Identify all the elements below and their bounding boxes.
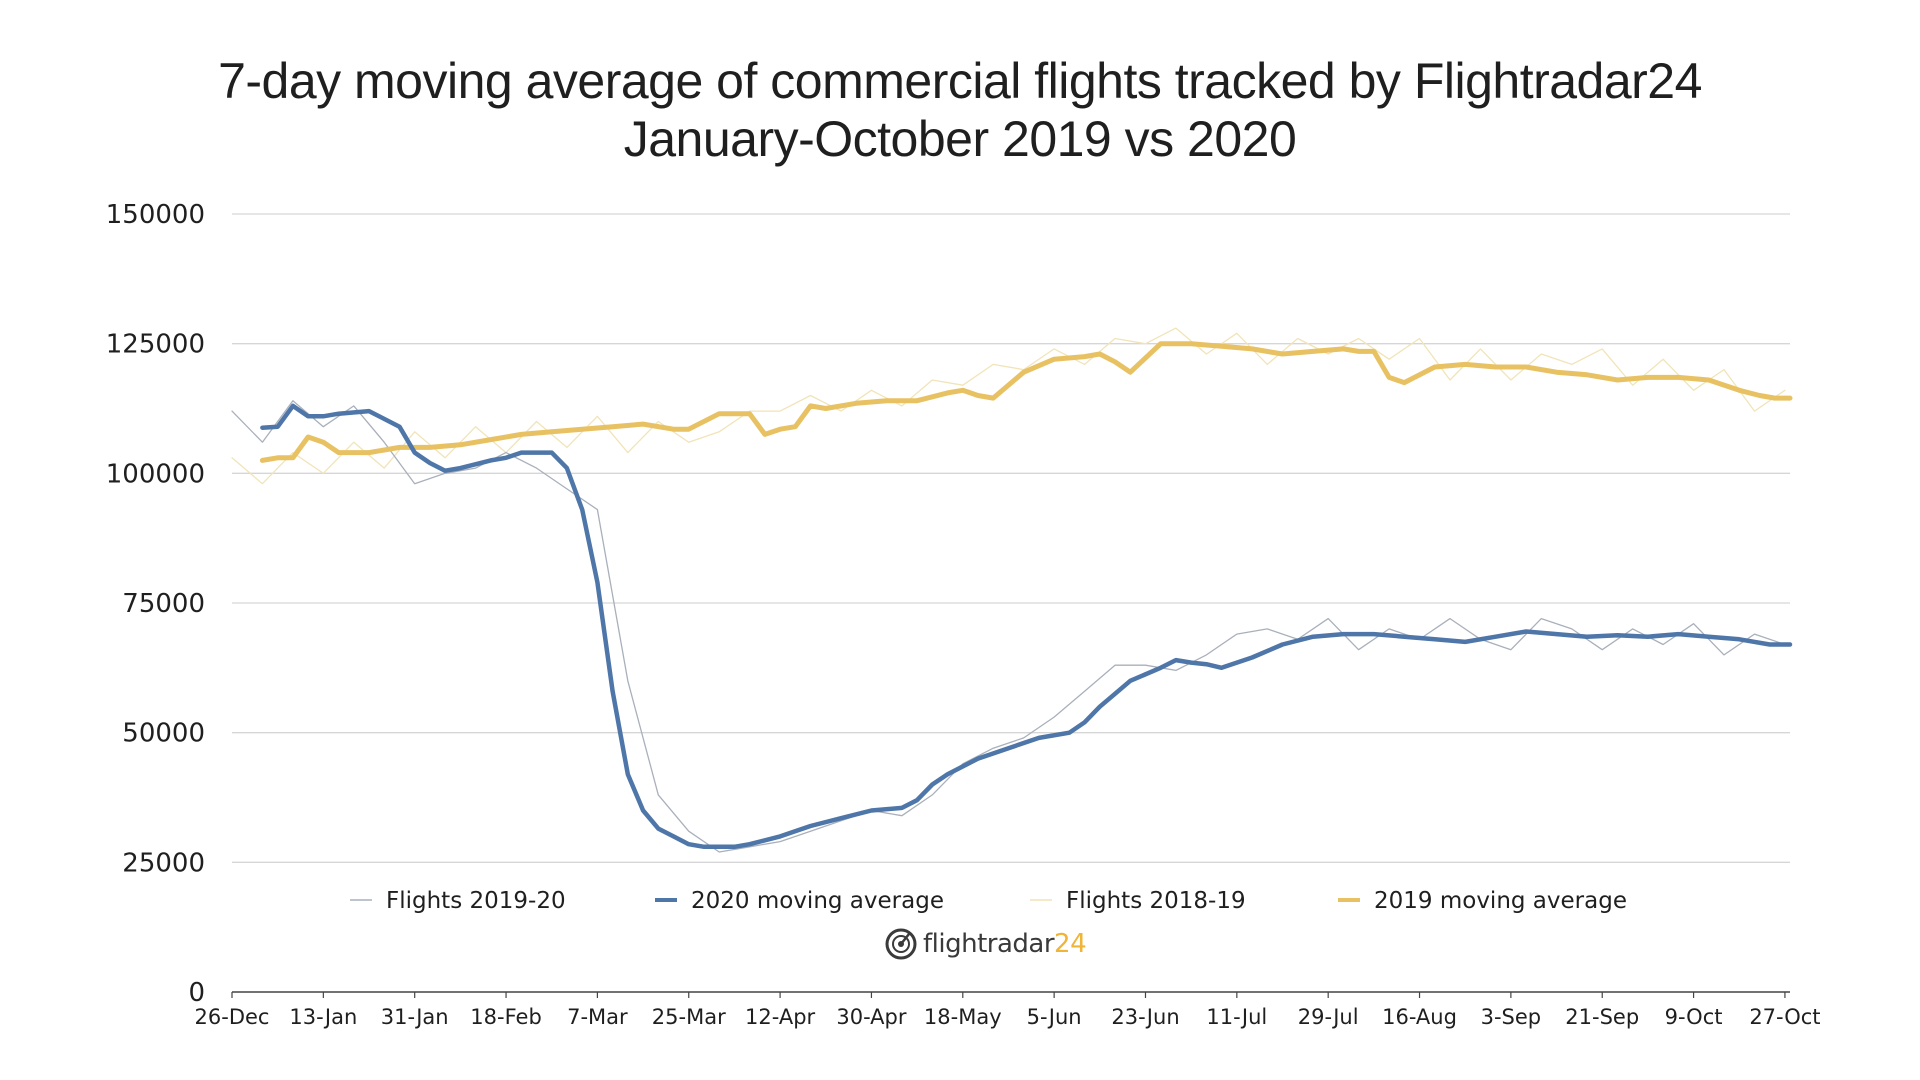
- x-tick-label: 30-Apr: [836, 1005, 907, 1029]
- x-tick-label: 23-Jun: [1111, 1005, 1179, 1029]
- x-tick-label: 31-Jan: [381, 1005, 449, 1029]
- x-tick-label: 11-Jul: [1206, 1005, 1267, 1029]
- legend-label: 2019 moving average: [1374, 888, 1627, 914]
- chart-title-block: 7-day moving average of commercial fligh…: [0, 52, 1920, 168]
- x-tick-label: 27-Oct: [1749, 1005, 1820, 1029]
- series-line-4: [259, 341, 1793, 463]
- chart-subtitle: January-October 2019 vs 2020: [623, 111, 1297, 167]
- chart-title: 7-day moving average of commercial fligh…: [218, 53, 1702, 109]
- x-tick-label: 16-Aug: [1382, 1005, 1457, 1029]
- x-tick-label: 9-Oct: [1665, 1005, 1723, 1029]
- x-tick-label: 18-Feb: [470, 1005, 541, 1029]
- x-tick-label: 26-Dec: [195, 1005, 270, 1029]
- logo-text-main: flightradar: [923, 929, 1055, 959]
- logo-text-accent: 24: [1054, 929, 1087, 959]
- series-line-3: [231, 327, 1786, 485]
- x-tick-label: 18-May: [924, 1005, 1002, 1029]
- x-tick-label: 21-Sep: [1565, 1005, 1639, 1029]
- legend-label: 2020 moving average: [691, 888, 944, 914]
- y-tick-label: 75000: [122, 589, 205, 619]
- x-axis: 26-Dec 13-Jan 31-Jan 18-Feb 7-Mar 25-Mar 12-Ap…: [195, 992, 1821, 1029]
- legend-label: Flights 2018-19: [1066, 888, 1246, 914]
- series-lines: [231, 327, 1793, 853]
- x-tick-label: 13-Jan: [289, 1005, 357, 1029]
- gridlines: [232, 213, 1790, 993]
- y-tick-label: 150000: [106, 200, 205, 230]
- x-tick-label: 5-Jun: [1027, 1005, 1082, 1029]
- y-tick-label: 25000: [122, 848, 205, 878]
- legend-label: Flights 2019-20: [386, 888, 566, 914]
- y-tick-label: 0: [188, 978, 205, 1008]
- x-tick-label: 7-Mar: [567, 1005, 628, 1029]
- y-tick-label: 50000: [122, 719, 205, 749]
- legend: Flights 2019-20 2020 moving average Flight…: [350, 888, 1627, 914]
- x-tick-label: 12-Apr: [745, 1005, 816, 1029]
- x-tick-label: 29-Jul: [1298, 1005, 1359, 1029]
- y-axis: 150000 125000 100000 75000 50000 25000 0: [106, 200, 205, 1008]
- y-tick-label: 125000: [106, 330, 205, 360]
- logo-text: flightradar24: [923, 929, 1087, 959]
- series-line-2: [260, 403, 1793, 850]
- y-tick-label: 100000: [106, 459, 205, 489]
- flightradar24-logo: flightradar24: [885, 926, 1087, 962]
- x-tick-label: 3-Sep: [1481, 1005, 1542, 1029]
- x-tick-label: 25-Mar: [652, 1005, 726, 1029]
- radar-icon: [885, 928, 917, 960]
